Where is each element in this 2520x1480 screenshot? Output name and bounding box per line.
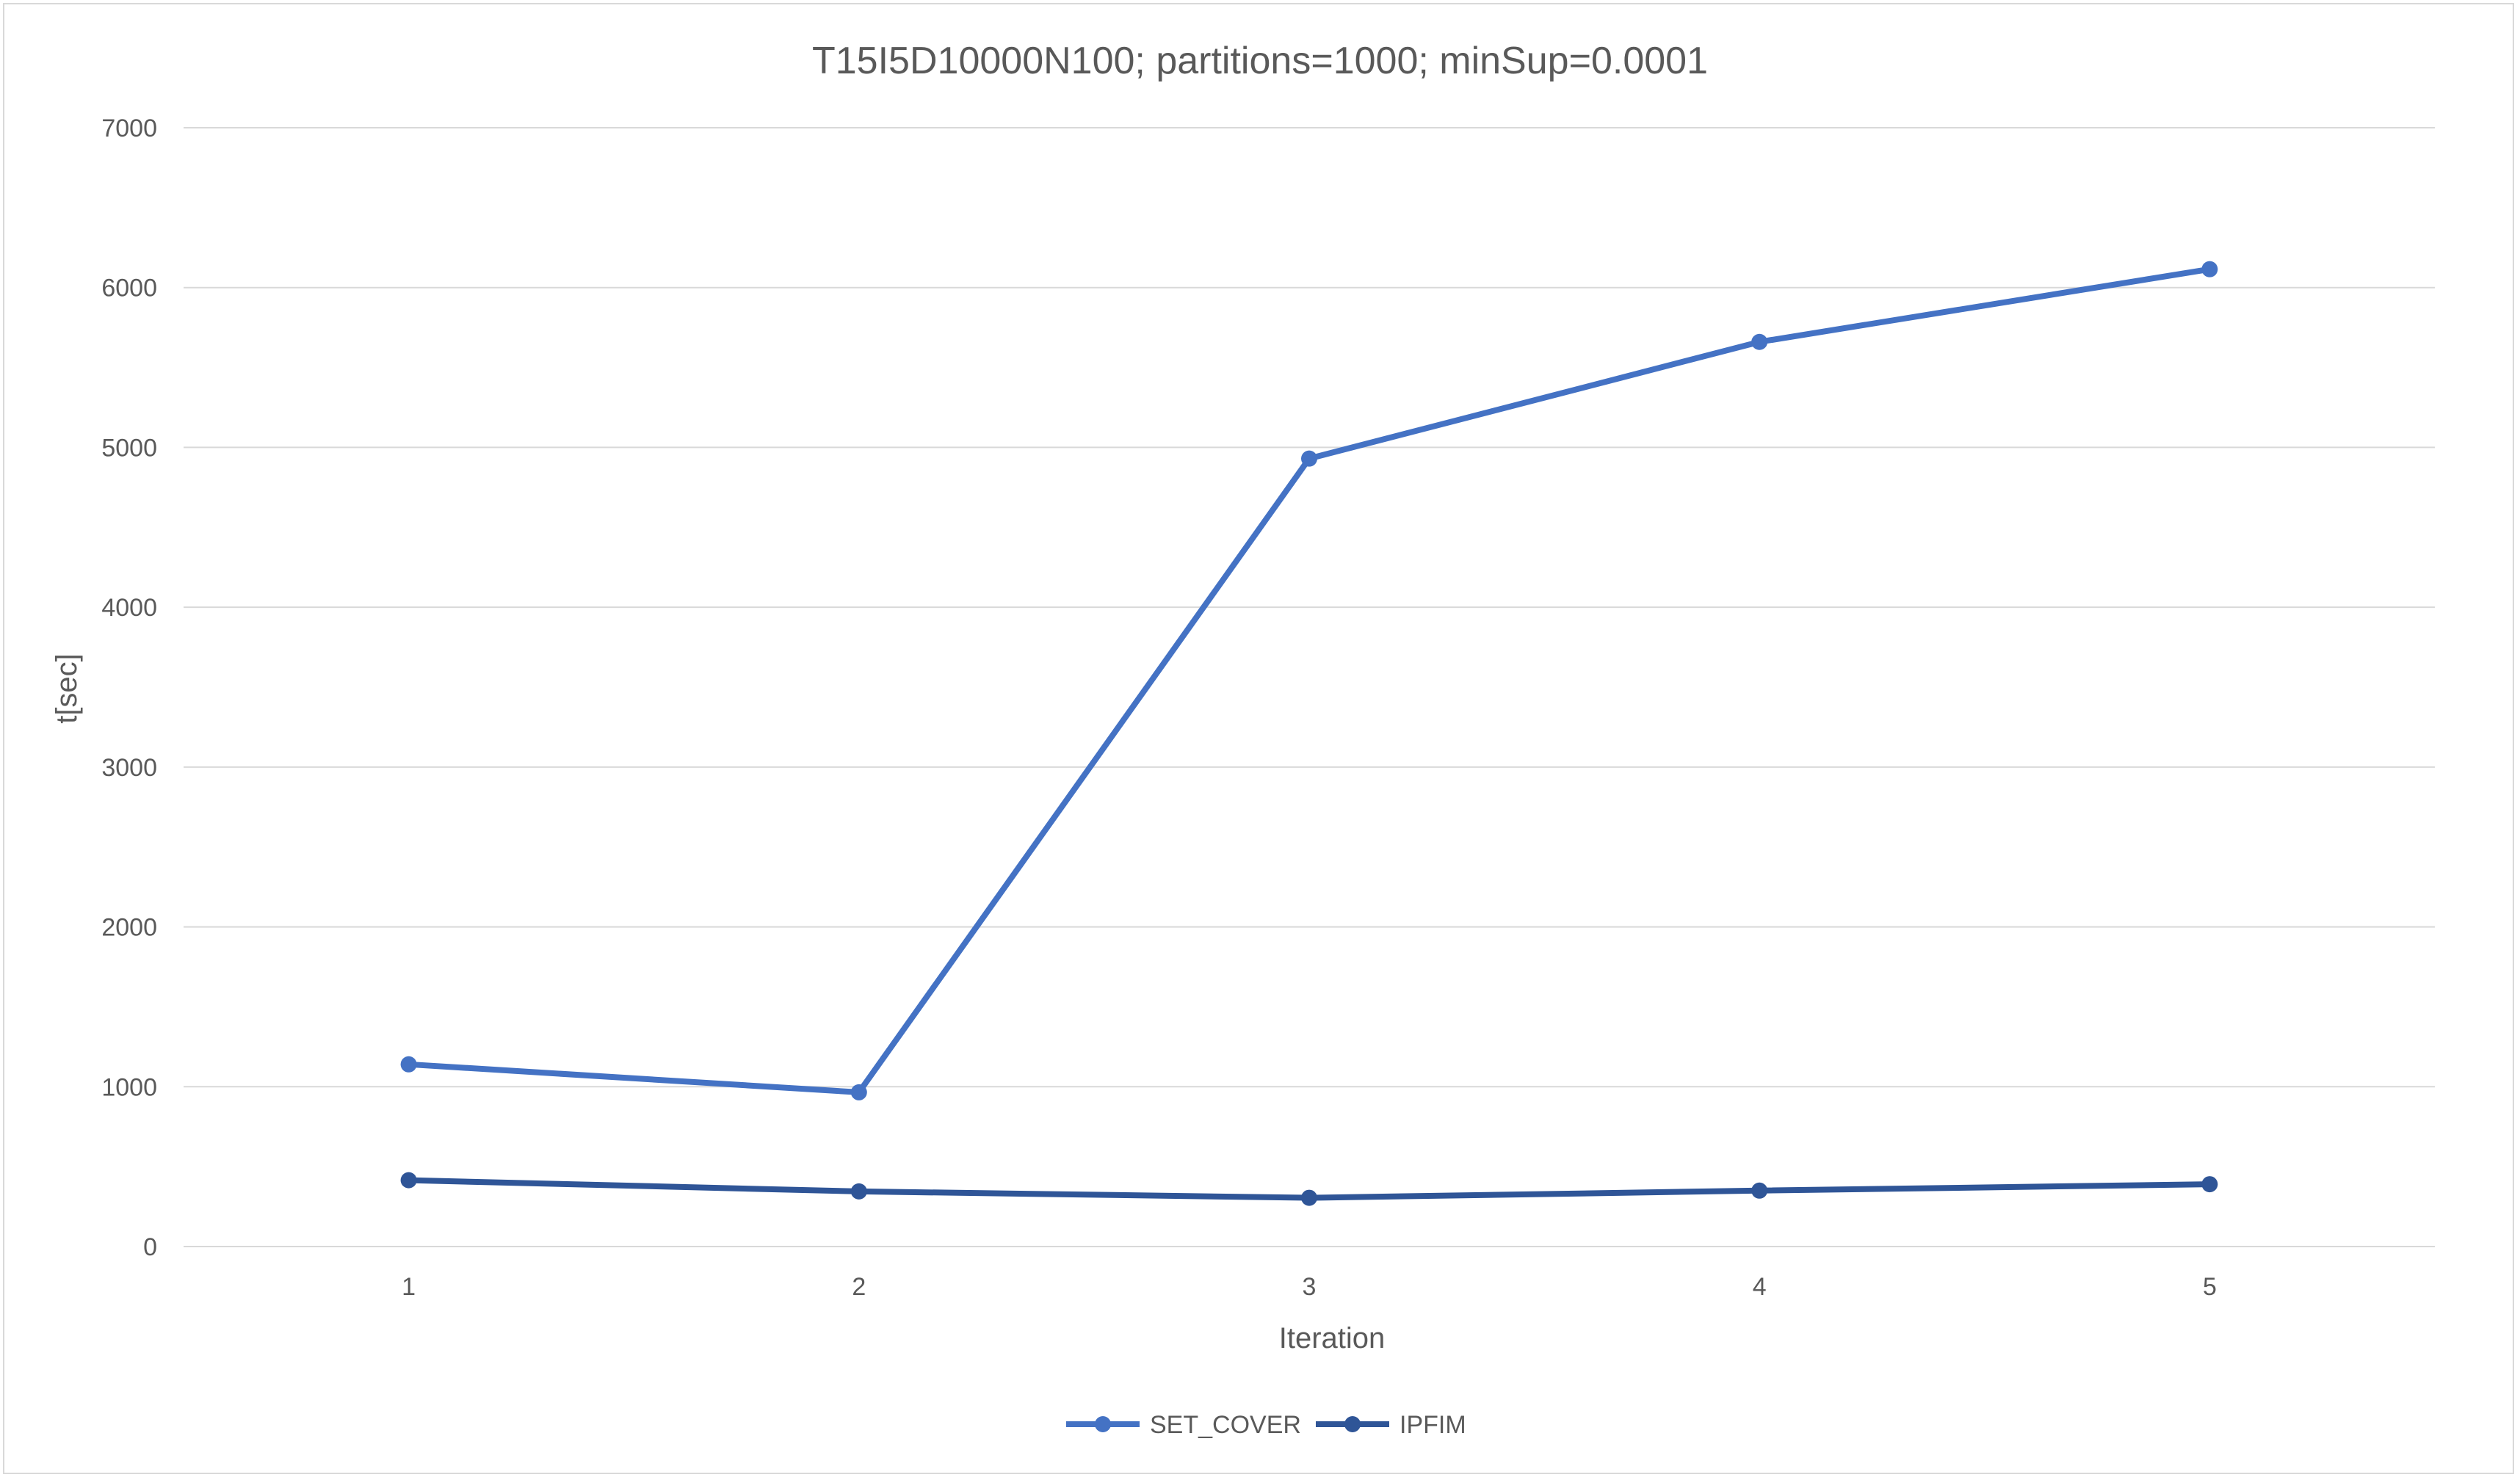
y-tick-label: 4000	[101, 594, 157, 622]
x-tick-label: 3	[1303, 1273, 1317, 1301]
data-point	[400, 1172, 417, 1189]
y-tick-label: 7000	[101, 115, 157, 142]
y-tick-label: 2000	[101, 914, 157, 942]
x-tick-label: 2	[852, 1273, 866, 1301]
x-axis-ticks: 1 2 3 4 5	[402, 1273, 2217, 1301]
y-tick-label: 0	[143, 1233, 157, 1261]
chart-frame	[3, 3, 2514, 1474]
data-point	[2201, 1176, 2218, 1193]
legend-label: IPFIM	[1400, 1411, 1466, 1439]
legend: SET_COVER IPFIM	[1066, 1411, 1466, 1439]
legend-swatch-marker	[1344, 1416, 1361, 1432]
data-point	[400, 1056, 417, 1073]
legend-swatch-marker	[1095, 1416, 1111, 1432]
legend-item: SET_COVER	[1066, 1411, 1301, 1439]
data-point	[2201, 261, 2218, 278]
x-tick-label: 5	[2203, 1273, 2217, 1301]
data-point	[850, 1084, 867, 1100]
series-set-cover	[400, 261, 2218, 1100]
data-point	[1301, 1189, 1317, 1206]
y-tick-label: 5000	[101, 434, 157, 462]
legend-item: IPFIM	[1316, 1411, 1466, 1439]
data-point	[1751, 1182, 1768, 1199]
data-point	[850, 1183, 867, 1200]
data-point	[1301, 450, 1317, 467]
y-axis-label: t[sec]	[51, 653, 83, 724]
x-axis-label: Iteration	[1279, 1322, 1386, 1354]
series-group	[400, 261, 2218, 1206]
data-point	[1751, 333, 1768, 350]
chart-title: T15I5D10000N100; partitions=1000; minSup…	[812, 40, 1708, 82]
x-tick-label: 4	[1753, 1273, 1767, 1301]
y-tick-label: 1000	[101, 1073, 157, 1101]
gridlines	[184, 127, 2435, 1247]
y-tick-label: 6000	[101, 275, 157, 302]
legend-label: SET_COVER	[1150, 1411, 1301, 1439]
series-line	[405, 266, 2213, 1095]
x-tick-label: 1	[402, 1273, 416, 1301]
series-ipfim	[400, 1172, 2218, 1206]
y-axis-ticks: 0 1000 2000 3000 4000 5000 6000 7000	[101, 115, 157, 1261]
y-tick-label: 3000	[101, 754, 157, 782]
